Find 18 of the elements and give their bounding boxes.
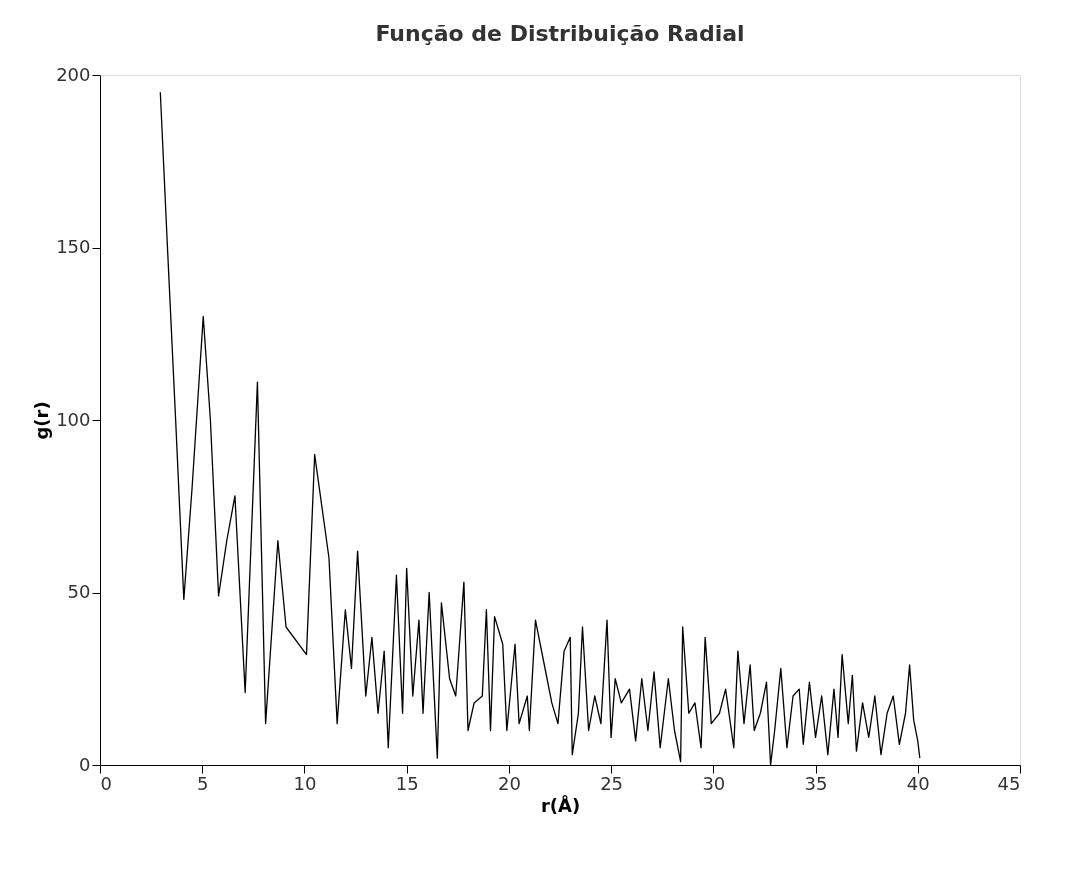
y-tick-label: 150 bbox=[56, 236, 91, 257]
x-tick-label: 20 bbox=[497, 772, 521, 794]
y-tick-label: 100 bbox=[56, 408, 91, 430]
y-tick-label: 50 bbox=[67, 581, 91, 602]
x-tick-label: 30 bbox=[702, 772, 726, 794]
x-tick-label: 0 bbox=[100, 772, 112, 794]
x-tick-label: 35 bbox=[804, 772, 828, 794]
y-tick-label: 200 bbox=[56, 63, 91, 85]
x-tick-label: 15 bbox=[395, 772, 419, 794]
x-tick-label: 25 bbox=[600, 772, 624, 794]
y-axis-title: g(r) bbox=[31, 401, 53, 440]
x-tick-label: 45 bbox=[997, 772, 1021, 794]
chart-title: Função de Distribuição Radial bbox=[375, 21, 745, 46]
y-tick-label: 0 bbox=[79, 753, 91, 775]
x-tick-label: 10 bbox=[293, 772, 317, 794]
x-tick-label: 5 bbox=[197, 772, 209, 794]
x-axis-title: r(Å) bbox=[540, 793, 581, 816]
x-tick-label: 40 bbox=[906, 772, 930, 794]
